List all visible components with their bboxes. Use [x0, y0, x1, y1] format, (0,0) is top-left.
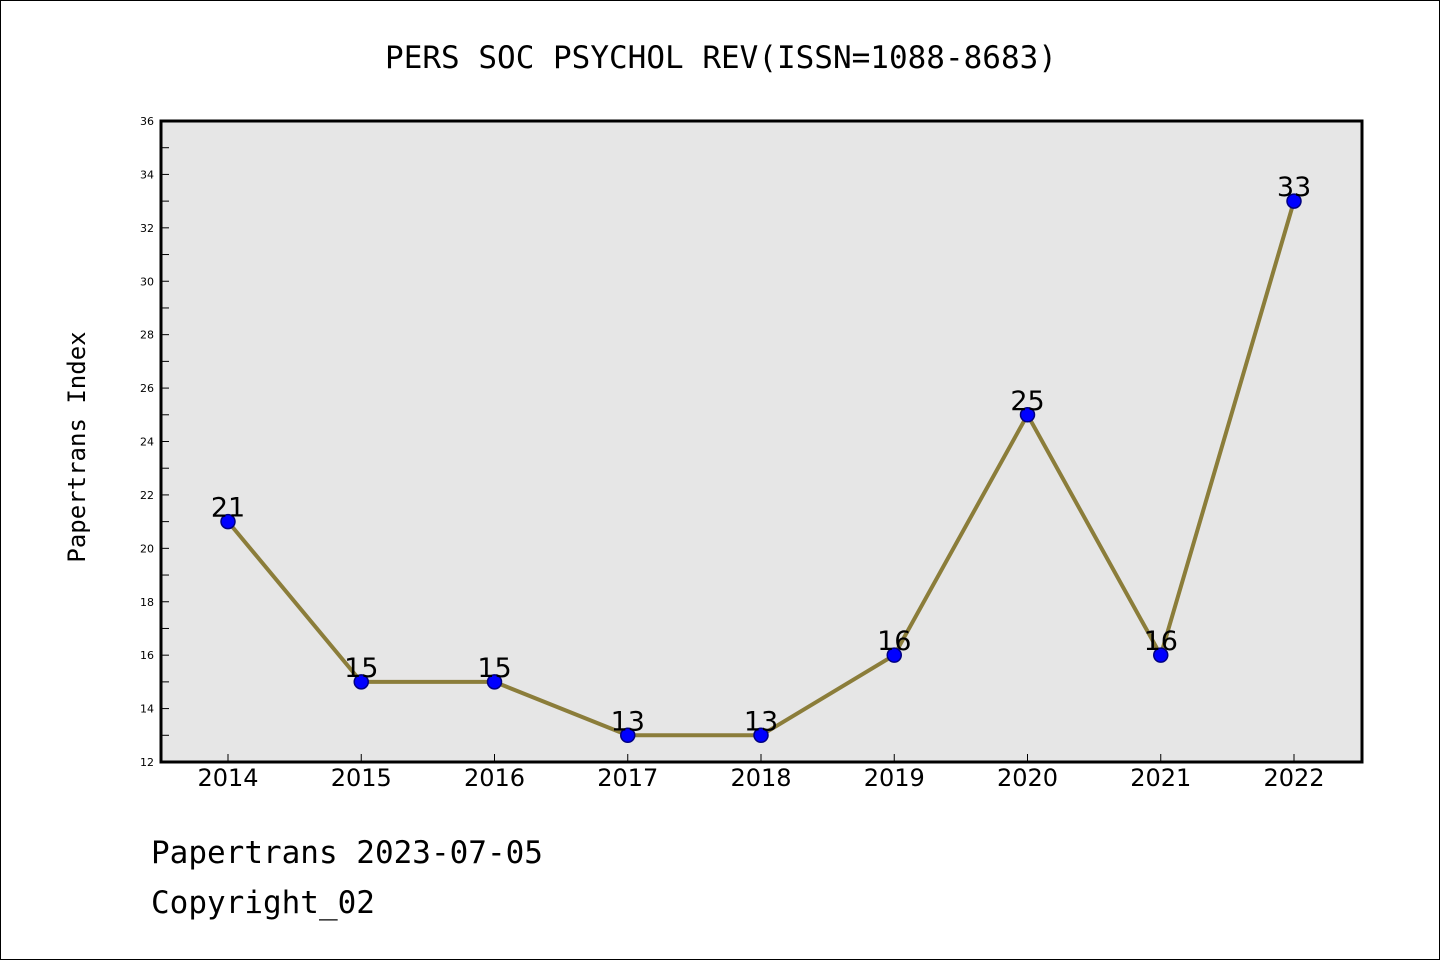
data-label: 25 — [1010, 386, 1044, 417]
plot-area — [159, 119, 1364, 764]
data-point — [753, 727, 769, 744]
y-tick-label: 28 — [140, 329, 154, 342]
series-group: 21 15 15 13 13 16 25 16 33 — [211, 172, 1311, 744]
y-tick-label: 32 — [140, 222, 154, 235]
y-tick-label: 18 — [140, 596, 154, 609]
y-tick-label: 20 — [140, 542, 154, 555]
data-label: 13 — [744, 706, 778, 737]
x-tick-label: 2019 — [864, 764, 925, 792]
y-tick-label: 26 — [140, 382, 154, 395]
x-tick-label: 2018 — [730, 764, 791, 792]
data-point — [353, 674, 369, 690]
footer-copyright-line: Copyright_02 — [151, 885, 375, 921]
x-tick-label: 2022 — [1263, 764, 1324, 792]
data-label: 15 — [344, 653, 378, 684]
x-axis-ticks: 2014 2015 2016 2017 2018 2019 2020 2021 2022 — [197, 754, 1325, 792]
x-tick-label: 2014 — [197, 764, 258, 792]
y-tick-label: 30 — [140, 275, 154, 288]
data-point — [886, 647, 902, 663]
data-point — [220, 513, 236, 530]
x-tick-label: 2016 — [464, 764, 525, 792]
data-point — [1153, 647, 1169, 663]
x-tick-label: 2021 — [1130, 764, 1191, 792]
y-axis-ticks: 12 14 16 18 20 22 24 26 28 30 32 34 36 — [140, 115, 169, 769]
y-tick-label: 24 — [140, 436, 154, 449]
data-label: 16 — [877, 626, 911, 657]
data-label: 21 — [211, 493, 245, 524]
y-tick-label: 22 — [140, 489, 154, 502]
data-point — [1286, 193, 1302, 209]
y-tick-label: 36 — [140, 115, 154, 128]
y-tick-label: 16 — [140, 649, 154, 662]
y-tick-label: 12 — [140, 756, 154, 769]
data-point — [1019, 407, 1036, 423]
chart-title: PERS SOC PSYCHOL REV(ISSN=1088-8683) — [385, 40, 1057, 76]
data-point — [620, 727, 636, 744]
y-axis-label: Papertrans Index — [63, 331, 91, 562]
x-tick-label: 2017 — [597, 764, 658, 792]
x-tick-label: 2020 — [997, 764, 1058, 792]
data-point — [486, 674, 503, 690]
footer-date-line: Papertrans 2023-07-05 — [151, 835, 543, 871]
y-tick-label: 34 — [140, 168, 154, 181]
x-tick-label: 2015 — [331, 764, 392, 792]
y-tick-label: 14 — [140, 703, 154, 716]
data-label: 13 — [611, 706, 645, 737]
data-label: 15 — [477, 653, 511, 684]
data-label: 33 — [1277, 172, 1311, 203]
data-label: 16 — [1144, 626, 1178, 657]
